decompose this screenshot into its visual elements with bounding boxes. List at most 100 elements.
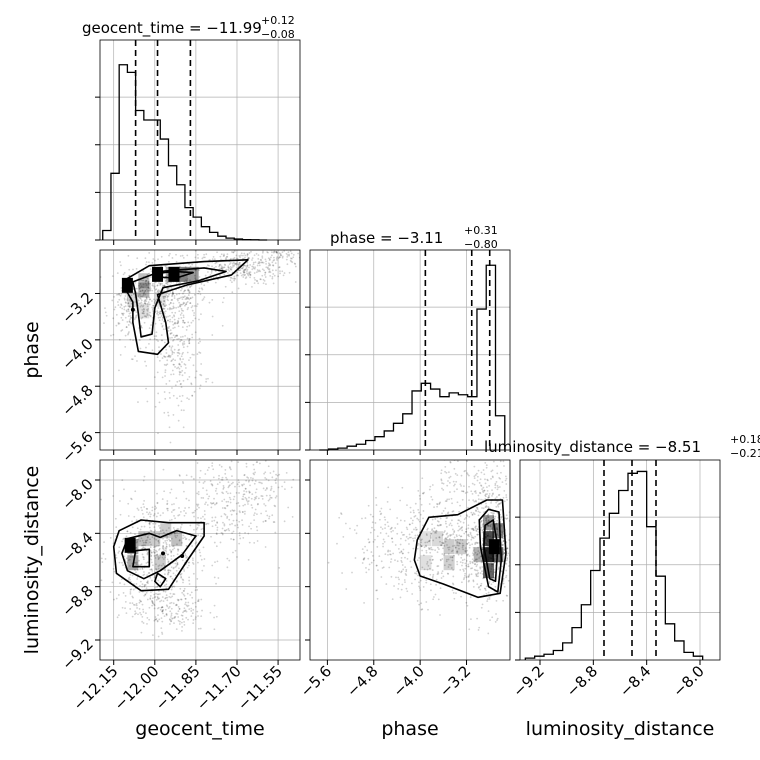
scatter-point [183, 509, 185, 512]
scatter-point [150, 568, 153, 571]
scatter-point [368, 541, 371, 543]
scatter-point [181, 618, 184, 621]
scatter-point [161, 529, 164, 532]
scatter-point [281, 485, 283, 488]
scatter-point [475, 575, 478, 578]
scatter-point [202, 515, 204, 518]
scatter-point [224, 513, 227, 516]
scatter-point [456, 550, 459, 553]
scatter-point [264, 273, 266, 276]
scatter-point [112, 495, 115, 497]
scatter-point [127, 308, 130, 311]
scatter-point [126, 299, 129, 302]
scatter-point [225, 500, 228, 503]
scatter-point [145, 315, 148, 318]
scatter-point [149, 576, 152, 579]
density-cell [443, 555, 455, 571]
scatter-point [238, 481, 240, 484]
scatter-point [500, 471, 502, 474]
scatter-point [129, 555, 132, 558]
scatter-point [178, 608, 181, 610]
scatter-point [236, 274, 239, 276]
scatter-point [425, 545, 428, 548]
scatter-point [231, 281, 233, 284]
scatter-point [234, 263, 237, 265]
scatter-point [153, 552, 156, 554]
scatter-point [449, 461, 452, 464]
scatter-point [136, 568, 139, 571]
scatter-point [167, 327, 170, 330]
scatter-point [236, 524, 239, 526]
xlabel-geocent-time: geocent_time [135, 718, 264, 740]
scatter-point [144, 289, 147, 292]
scatter-point [232, 551, 234, 554]
scatter-point [154, 322, 157, 325]
scatter-point [168, 605, 171, 608]
scatter-point [184, 363, 187, 366]
scatter-point [475, 492, 477, 494]
scatter-point [97, 506, 99, 508]
scatter-point [420, 503, 423, 506]
scatter-point [418, 494, 421, 497]
scatter-point [190, 284, 193, 287]
scatter-point [191, 511, 194, 514]
scatter-point [145, 296, 148, 299]
scatter-point [158, 359, 161, 362]
scatter-point [154, 259, 156, 262]
scatter-point [465, 551, 467, 553]
scatter-point [442, 482, 445, 485]
scatter-point [152, 634, 154, 637]
scatter-point [481, 566, 484, 568]
scatter-point [264, 476, 267, 479]
scatter-point [492, 512, 495, 515]
scatter-point [480, 520, 483, 523]
scatter-point [258, 264, 261, 267]
scatter-point [185, 537, 188, 540]
scatter-point [170, 612, 173, 615]
scatter-point [459, 542, 461, 545]
scatter-point [280, 254, 283, 257]
scatter-point [192, 478, 195, 480]
scatter-point [349, 527, 351, 530]
scatter-point [165, 383, 168, 385]
scatter-point [490, 523, 493, 526]
scatter-point [161, 610, 164, 612]
scatter-point [485, 466, 488, 469]
scatter-point [487, 632, 490, 635]
scatter-point [141, 547, 144, 550]
density-cell [483, 531, 495, 547]
scatter-point [157, 432, 159, 435]
scatter-point [406, 557, 409, 560]
scatter-point [163, 300, 165, 302]
scatter-point [166, 281, 169, 284]
scatter-point [168, 293, 170, 296]
scatter-point [141, 512, 144, 515]
scatter-point [476, 542, 479, 545]
scatter-point [170, 616, 172, 618]
scatter-point [245, 490, 248, 493]
scatter-point [140, 295, 142, 298]
scatter-point [459, 520, 462, 523]
scatter-point [294, 263, 297, 265]
scatter-point [165, 543, 168, 546]
scatter-point [167, 561, 170, 564]
scatter-point [456, 522, 459, 525]
density-cell [154, 555, 166, 571]
panel-geocent_time-phase [100, 250, 300, 450]
scatter-point [272, 470, 275, 473]
scatter-point [188, 263, 190, 265]
scatter-point [506, 547, 509, 550]
scatter-point [297, 252, 299, 255]
scatter-point [484, 517, 487, 520]
scatter-point [448, 476, 451, 479]
scatter-point [197, 627, 200, 630]
scatter-point [440, 479, 443, 482]
scatter-point [213, 258, 216, 261]
scatter-point [430, 589, 432, 592]
scatter-point [443, 531, 445, 534]
scatter-point [216, 529, 219, 531]
scatter-point [505, 569, 508, 572]
scatter-point [155, 335, 158, 337]
scatter-point [156, 290, 159, 292]
scatter-point [153, 285, 156, 288]
